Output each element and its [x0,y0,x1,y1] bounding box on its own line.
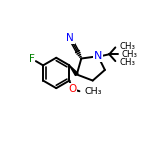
Text: CH₃: CH₃ [120,42,136,51]
Text: N: N [93,51,102,61]
Text: CH₃: CH₃ [120,58,136,67]
Text: CH₃: CH₃ [85,87,102,96]
Text: F: F [29,54,35,64]
Polygon shape [69,65,78,76]
Text: O: O [68,84,76,94]
Text: N: N [66,33,74,43]
Text: CH₃: CH₃ [122,50,138,59]
